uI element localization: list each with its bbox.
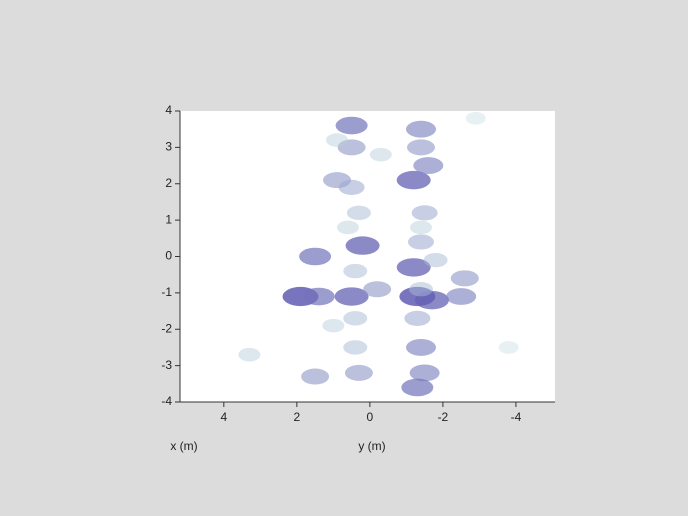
heat-blob (404, 310, 431, 326)
heat-blob (409, 220, 432, 235)
heat-blob (405, 120, 436, 138)
x-tick-label: 4 (220, 410, 227, 424)
x-tick-label: -2 (438, 410, 449, 424)
x-axis-label-2: x (m) (170, 439, 197, 453)
heat-blob (343, 311, 368, 326)
heatmap (238, 111, 519, 397)
heat-blob (302, 287, 335, 306)
heat-blob (335, 116, 368, 135)
y-tick-label: 3 (165, 140, 172, 154)
y-tick-label: -3 (161, 358, 172, 372)
heat-blob (326, 133, 349, 147)
heat-blob (322, 318, 345, 333)
heat-blob (337, 139, 366, 156)
heat-blob (498, 341, 519, 354)
heat-blob (301, 368, 330, 385)
heat-blob (413, 157, 444, 174)
heat-blob (238, 347, 261, 362)
heat-blob (406, 139, 435, 156)
y-tick-label: 0 (165, 249, 172, 263)
heat-blob (345, 236, 380, 255)
heat-blob (446, 288, 477, 305)
heat-blob (338, 179, 365, 195)
heat-blob (450, 270, 479, 287)
heat-blob (423, 252, 448, 268)
plot-area (180, 111, 555, 402)
y-tick-label: -4 (161, 394, 172, 408)
y-tick-label: -2 (161, 321, 172, 335)
x-axis-label: y (m) (358, 439, 385, 453)
heat-blob (396, 258, 431, 277)
y-tick-label: 4 (165, 103, 172, 117)
y-tick-label: 2 (165, 176, 172, 190)
heat-blob (396, 170, 431, 190)
heat-blob (299, 247, 332, 266)
heat-blob (369, 147, 392, 162)
x-tick-label: -4 (511, 410, 522, 424)
heat-blob (408, 282, 433, 297)
heat-blob (334, 287, 369, 306)
y-tick-label: -1 (161, 285, 172, 299)
heat-blob (407, 234, 434, 250)
heat-blob (346, 205, 371, 221)
heat-blob (465, 111, 486, 125)
x-tick-label: 2 (294, 410, 301, 424)
heat-blob (401, 378, 434, 397)
heat-blob (405, 339, 436, 356)
heat-blob (344, 364, 373, 381)
heat-blob (411, 205, 438, 221)
heat-blob (409, 364, 440, 382)
heat-blob (363, 281, 392, 298)
heat-blob (343, 340, 368, 355)
x-tick-label: 0 (367, 410, 374, 424)
y-tick-label: 1 (165, 212, 172, 226)
heat-blob (343, 263, 368, 279)
heat-blob (336, 220, 359, 235)
